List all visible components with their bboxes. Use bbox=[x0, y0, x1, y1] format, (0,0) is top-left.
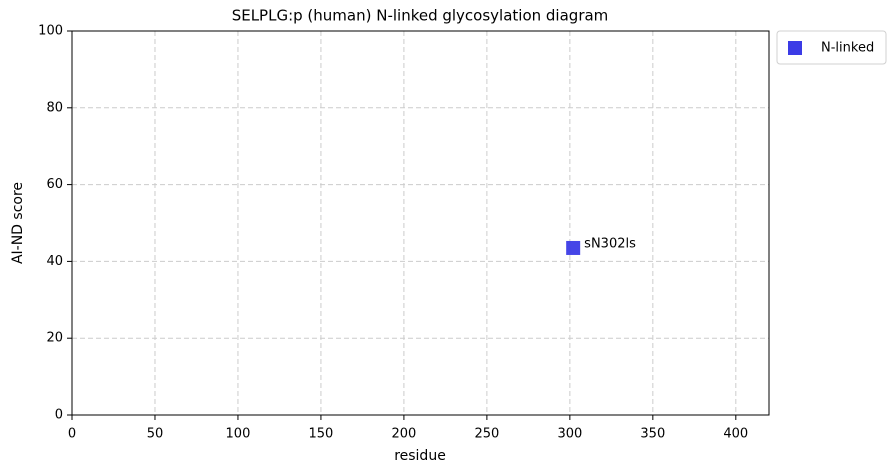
marks: sN302ls bbox=[566, 236, 636, 255]
y-tick-label: 20 bbox=[46, 331, 63, 346]
point-label: sN302ls bbox=[584, 236, 636, 251]
x-axis-label: residue bbox=[394, 448, 446, 464]
y-tick-label: 100 bbox=[38, 24, 63, 39]
plot-frame bbox=[71, 30, 770, 416]
x-tick-label: 150 bbox=[309, 427, 334, 442]
y-axis-label: AI-ND score bbox=[10, 182, 26, 264]
point bbox=[566, 240, 581, 255]
grid bbox=[71, 30, 769, 416]
legend: N-linked bbox=[788, 41, 874, 56]
legend-label: N-linked bbox=[821, 41, 874, 56]
x-tick-label: 50 bbox=[147, 427, 164, 442]
y-tick-label: 60 bbox=[46, 177, 63, 192]
chart-title: SELPLG:p (human) N-linked glycosylation … bbox=[232, 7, 609, 25]
x-tick-label: 200 bbox=[391, 427, 416, 442]
x-tick-label: 400 bbox=[723, 427, 748, 442]
x-tick-label: 250 bbox=[474, 427, 499, 442]
legend-marker bbox=[788, 41, 802, 55]
x-tick-label: 100 bbox=[226, 427, 251, 442]
x-tick-label: 0 bbox=[68, 427, 76, 442]
y-tick-label: 80 bbox=[46, 100, 63, 115]
y-tick-label: 40 bbox=[46, 254, 63, 269]
x-tick-label: 350 bbox=[640, 427, 665, 442]
y-tick-label: 0 bbox=[55, 408, 63, 423]
legend-box bbox=[776, 30, 887, 65]
x-tick-label: 300 bbox=[557, 427, 582, 442]
